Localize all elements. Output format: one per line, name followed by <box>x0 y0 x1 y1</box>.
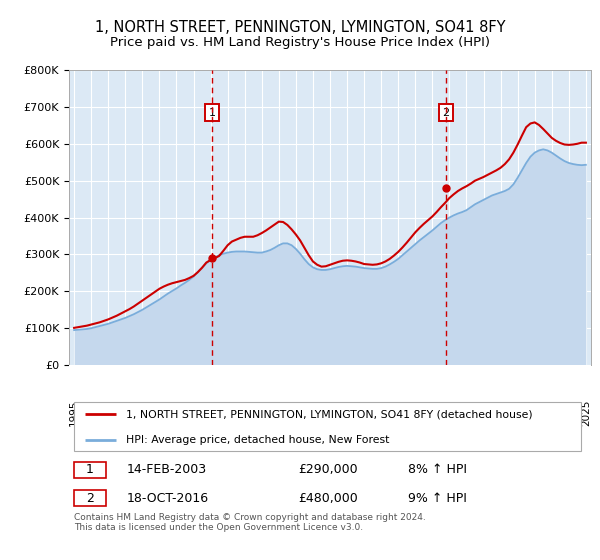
Text: Contains HM Land Registry data © Crown copyright and database right 2024.
This d: Contains HM Land Registry data © Crown c… <box>74 512 426 532</box>
Text: £480,000: £480,000 <box>299 492 358 505</box>
Text: 1, NORTH STREET, PENNINGTON, LYMINGTON, SO41 8FY: 1, NORTH STREET, PENNINGTON, LYMINGTON, … <box>95 20 505 35</box>
Text: 14-FEB-2003: 14-FEB-2003 <box>127 463 206 477</box>
Text: 8% ↑ HPI: 8% ↑ HPI <box>409 463 467 477</box>
Text: 2: 2 <box>86 492 94 505</box>
FancyBboxPatch shape <box>74 403 581 451</box>
Text: 2: 2 <box>442 108 449 118</box>
Text: 18-OCT-2016: 18-OCT-2016 <box>127 492 209 505</box>
Text: 9% ↑ HPI: 9% ↑ HPI <box>409 492 467 505</box>
FancyBboxPatch shape <box>74 462 106 478</box>
Text: 1: 1 <box>209 108 216 118</box>
Text: 1, NORTH STREET, PENNINGTON, LYMINGTON, SO41 8FY (detached house): 1, NORTH STREET, PENNINGTON, LYMINGTON, … <box>127 409 533 419</box>
FancyBboxPatch shape <box>74 491 106 506</box>
Text: HPI: Average price, detached house, New Forest: HPI: Average price, detached house, New … <box>127 435 390 445</box>
Text: Price paid vs. HM Land Registry's House Price Index (HPI): Price paid vs. HM Land Registry's House … <box>110 36 490 49</box>
Text: £290,000: £290,000 <box>299 463 358 477</box>
Text: 1: 1 <box>86 463 94 477</box>
